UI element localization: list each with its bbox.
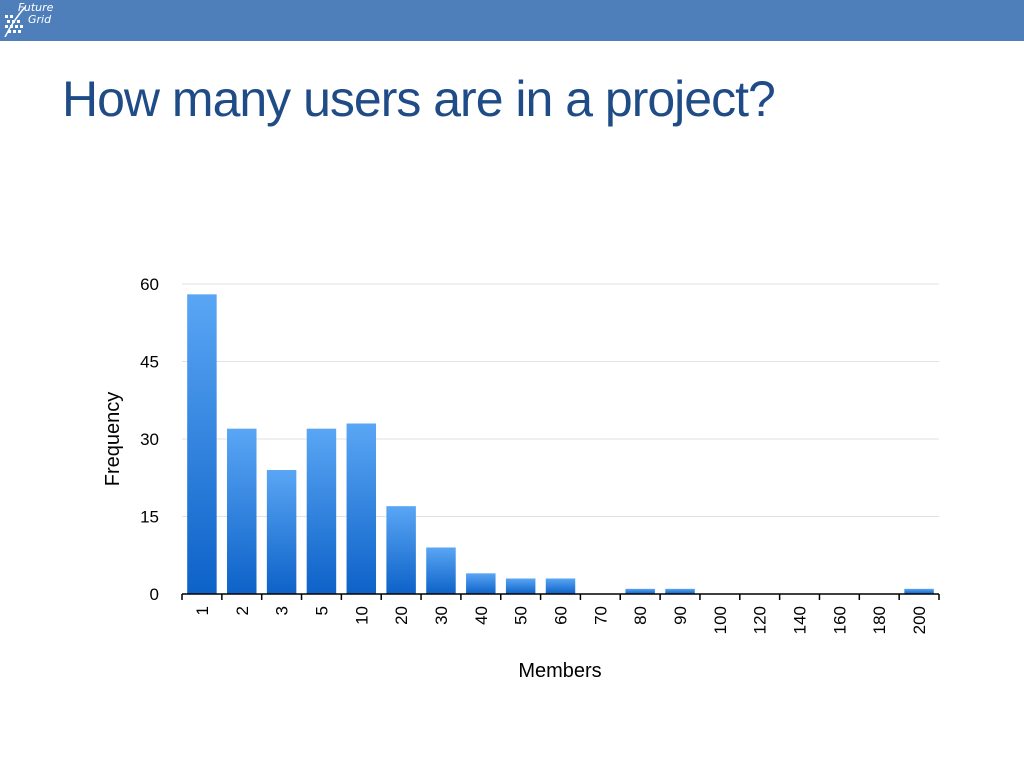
logo-line-future: Future — [18, 1, 54, 14]
x-tick-label: 140 — [791, 606, 810, 634]
logo-line-grid: Grid — [28, 13, 52, 26]
bar-90 — [665, 588, 695, 594]
y-axis-label: Frequency — [102, 392, 124, 487]
x-tick-label: 90 — [671, 606, 690, 625]
bar-1 — [187, 294, 217, 594]
x-tick-label: 80 — [631, 606, 650, 625]
y-tick-label: 30 — [140, 430, 159, 449]
x-tick-label: 10 — [352, 606, 371, 625]
bar-2 — [227, 428, 257, 594]
bar-5 — [306, 428, 337, 594]
y-tick-label: 15 — [140, 508, 159, 527]
x-axis-label: Members — [518, 660, 601, 682]
x-tick-label: 180 — [870, 606, 889, 634]
x-tick-label: 40 — [472, 606, 491, 625]
x-tick-label: 160 — [830, 606, 849, 634]
y-tick-label: 60 — [140, 275, 159, 294]
grid-logo-icon — [4, 6, 26, 37]
x-tick-label: 200 — [910, 606, 929, 634]
bar-30 — [426, 547, 456, 594]
x-tick-label: 50 — [512, 606, 531, 625]
bar-40 — [466, 573, 496, 594]
future-grid-logo: Future Grid — [3, 1, 63, 39]
y-tick-label: 45 — [140, 353, 159, 372]
bar-80 — [625, 588, 655, 594]
axes — [181, 593, 940, 600]
x-tick-label: 2 — [233, 606, 252, 615]
x-tick-labels: 1 2 3 5 10 20 30 40 50 60 70 80 90 100 120 140 160 180 200 — [193, 606, 929, 634]
bar-200 — [904, 588, 934, 594]
y-tick-labels: 0 15 30 45 60 — [140, 275, 159, 604]
header-bar: Future Grid — [0, 0, 1024, 41]
bar-20 — [386, 506, 416, 594]
x-tick-label: 3 — [273, 606, 292, 615]
bars — [187, 294, 934, 594]
bar-50 — [505, 578, 536, 594]
bar-10 — [346, 423, 377, 594]
x-tick-label: 20 — [392, 606, 411, 625]
x-tick-label: 120 — [751, 606, 770, 634]
x-tick-label: 30 — [432, 606, 451, 625]
y-tick-label: 0 — [150, 585, 159, 604]
x-tick-label: 1 — [193, 606, 212, 615]
slide-title: How many users are in a project? — [62, 71, 776, 127]
x-tick-label: 5 — [312, 606, 331, 615]
x-tick-label: 100 — [711, 606, 730, 634]
x-tick-label: 60 — [552, 606, 571, 625]
bar-60 — [545, 578, 576, 594]
x-tick-label: 70 — [591, 606, 610, 625]
bar-3 — [266, 470, 297, 594]
